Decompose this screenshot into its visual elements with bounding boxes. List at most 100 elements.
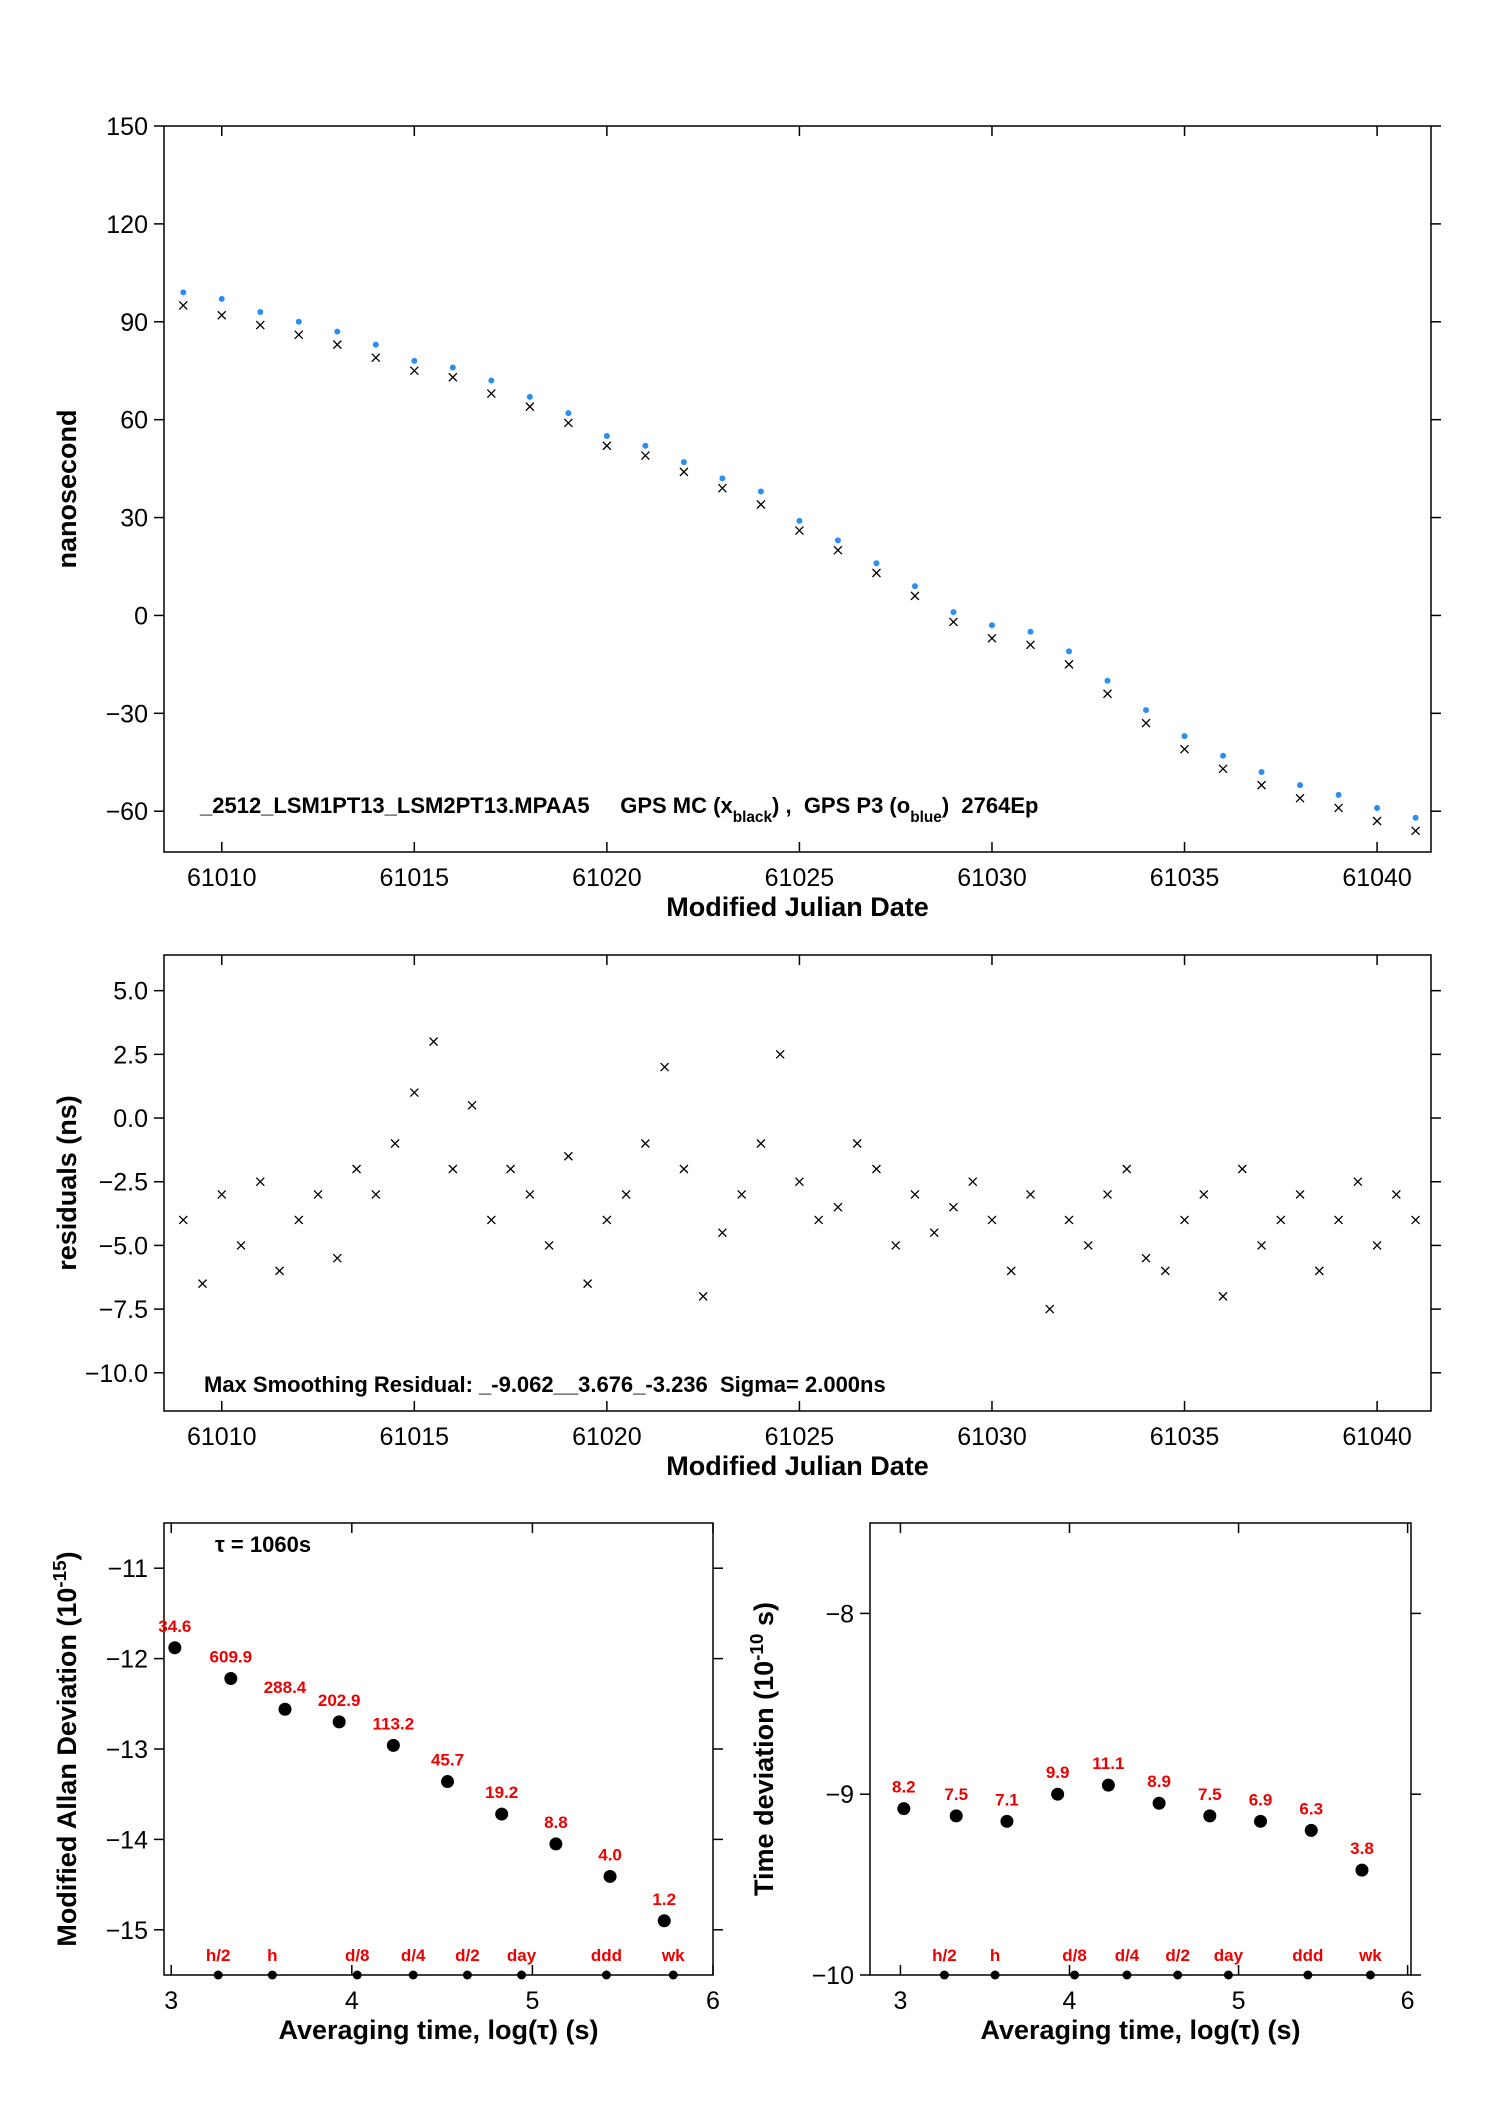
text-part: s) — [749, 1602, 779, 1634]
point — [1295, 1190, 1305, 1199]
point — [833, 1202, 843, 1212]
point — [1295, 793, 1305, 803]
marker-stroke — [1334, 803, 1344, 813]
point-label: 202.9 — [318, 1691, 361, 1710]
point — [488, 377, 495, 384]
x-tick-label: 61010 — [187, 864, 257, 892]
tau-marker — [213, 1970, 223, 1980]
y-tick-label: 60 — [120, 407, 148, 435]
point — [1027, 628, 1034, 635]
marker-stroke — [429, 1037, 439, 1047]
marker-stroke — [602, 441, 612, 451]
point — [1045, 1304, 1055, 1314]
point — [717, 1228, 727, 1238]
y-tick-label: −60 — [106, 798, 148, 826]
point-label: 113.2 — [373, 1714, 415, 1733]
point — [1355, 1863, 1369, 1877]
point — [1254, 1814, 1268, 1828]
y-tick-label: −12 — [106, 1646, 148, 1674]
point — [910, 591, 920, 601]
plot-frame — [163, 1522, 714, 1976]
point-label: 4.0 — [598, 1845, 622, 1864]
point — [1199, 1190, 1209, 1199]
point — [563, 1151, 573, 1161]
point — [275, 1266, 284, 1276]
marker-stroke — [1026, 1190, 1035, 1199]
marker-stroke — [1141, 718, 1151, 728]
point — [756, 500, 766, 509]
point — [679, 1164, 689, 1174]
point — [1297, 782, 1304, 789]
point — [372, 341, 379, 348]
point-label: 34.6 — [158, 1617, 191, 1636]
tau-marker — [668, 1970, 678, 1980]
point-label: 609.9 — [210, 1647, 253, 1666]
point — [1374, 804, 1381, 811]
script-text: -10 — [747, 1634, 768, 1661]
point — [295, 318, 302, 325]
tau-label: d/8 — [345, 1946, 370, 1965]
panel: −10 −9 −8 3 4 5 6 Averaging time, log(τ) (s) Tim… — [747, 1522, 1421, 2045]
point — [1160, 1266, 1170, 1276]
point-label: 7.1 — [995, 1790, 1019, 1809]
tau-marker — [601, 1970, 611, 1980]
point — [871, 568, 881, 578]
tau-marker — [267, 1970, 277, 1980]
point — [891, 1240, 901, 1250]
marker-stroke — [448, 1164, 458, 1174]
point — [1353, 1177, 1363, 1187]
point — [390, 1139, 400, 1148]
marker-stroke — [1103, 1190, 1112, 1199]
y-tick-label: −30 — [106, 700, 148, 728]
tau-label: d/2 — [1165, 1946, 1190, 1965]
point — [1051, 1787, 1065, 1801]
point — [1180, 744, 1189, 754]
tau-marker — [1122, 1970, 1132, 1980]
script-text: black — [733, 809, 773, 826]
y-tick-label: −10 — [812, 1962, 854, 1990]
x-tick-label: 61025 — [765, 1423, 835, 1451]
y-tick-label: −5.0 — [99, 1232, 148, 1260]
y-tick-label: −13 — [106, 1736, 148, 1764]
point — [1066, 648, 1072, 655]
point — [814, 1215, 824, 1225]
marker-stroke — [294, 330, 304, 340]
marker-stroke — [1257, 1240, 1267, 1250]
marker-stroke — [1103, 689, 1112, 699]
point — [640, 451, 650, 461]
y-tick-label: 90 — [120, 309, 148, 337]
point-label: 3.8 — [1350, 1839, 1374, 1858]
point — [549, 1837, 563, 1851]
point — [1334, 803, 1344, 813]
point — [834, 537, 841, 544]
point — [756, 1139, 766, 1148]
point — [255, 320, 265, 330]
point — [988, 622, 995, 629]
marker-stroke — [640, 1139, 650, 1148]
point — [949, 1809, 963, 1823]
y-tick-label: 30 — [120, 505, 148, 533]
marker-stroke — [871, 1164, 881, 1174]
point — [775, 1049, 785, 1059]
marker-stroke — [544, 1240, 554, 1250]
marker-stroke — [1045, 1304, 1055, 1314]
point — [409, 366, 419, 376]
point — [332, 1253, 342, 1263]
text-part: ) 2764Ep — [942, 793, 1039, 818]
tau-marker — [408, 1970, 418, 1980]
point — [642, 442, 649, 449]
point — [386, 1738, 400, 1752]
y-tick-label: −7.5 — [99, 1296, 148, 1324]
point — [1220, 752, 1227, 759]
y-tick-label: −8 — [825, 1600, 854, 1628]
marker-stroke — [313, 1190, 323, 1199]
point — [218, 295, 225, 302]
x-tick-label: 3 — [164, 1987, 178, 2015]
marker-stroke — [833, 1202, 843, 1212]
point-label: 8.9 — [1147, 1772, 1171, 1791]
point — [1372, 816, 1382, 826]
point-label: 288.4 — [264, 1678, 307, 1697]
marker-stroke — [217, 1190, 227, 1199]
point — [949, 617, 958, 627]
marker-stroke — [1218, 1291, 1228, 1301]
